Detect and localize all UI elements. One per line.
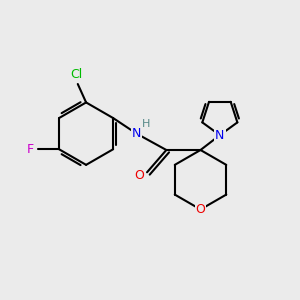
Text: O: O xyxy=(196,203,206,216)
Text: N: N xyxy=(132,127,141,140)
Text: F: F xyxy=(26,143,34,156)
Text: N: N xyxy=(215,129,224,142)
Text: Cl: Cl xyxy=(70,68,82,81)
Text: O: O xyxy=(134,169,144,182)
Text: H: H xyxy=(142,119,150,129)
